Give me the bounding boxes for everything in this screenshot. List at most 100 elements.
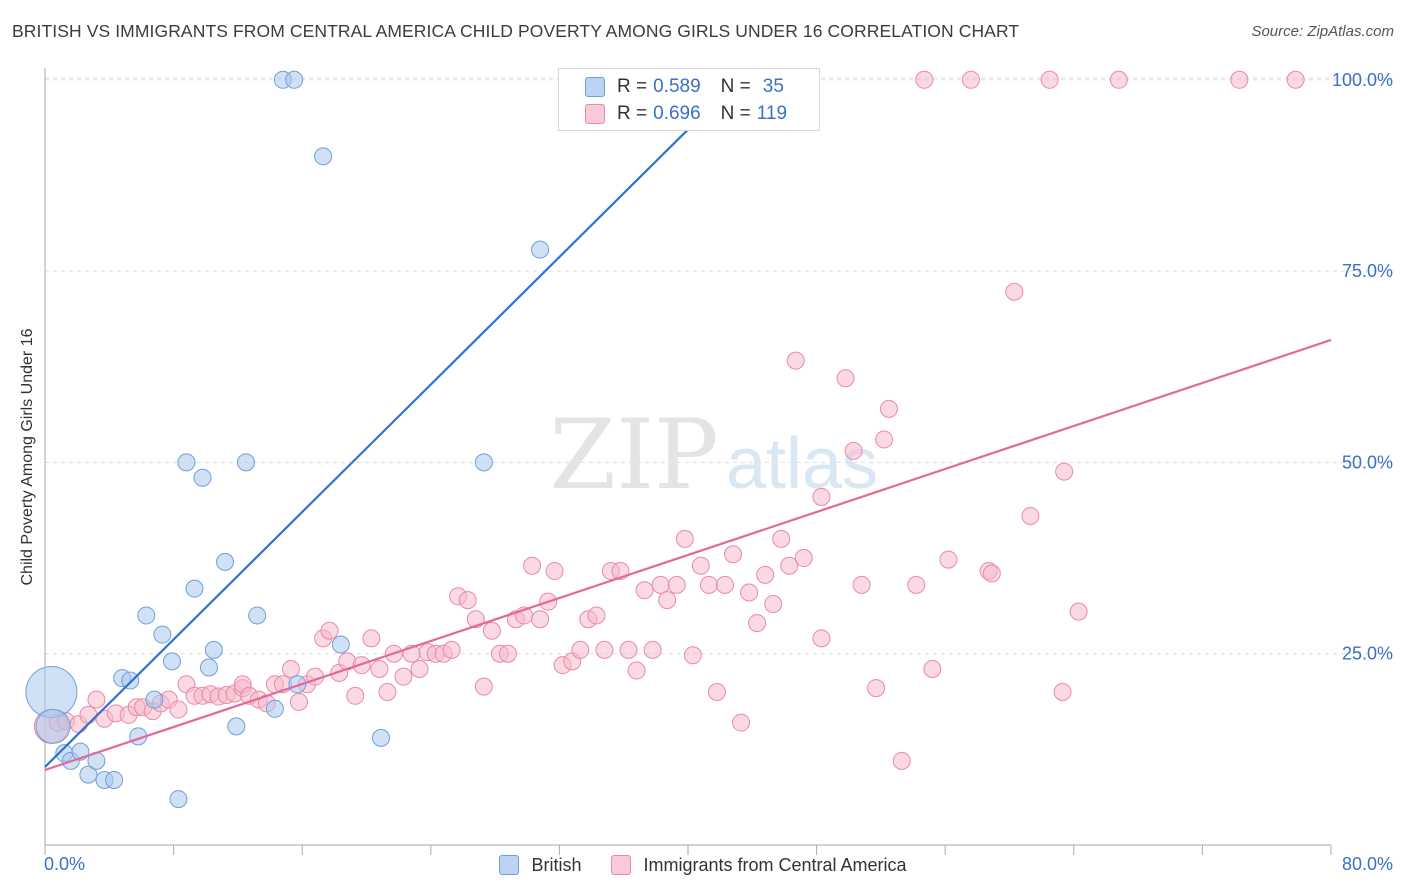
- british-point: [331, 635, 350, 654]
- legend-item-central-america[interactable]: Immigrants from Central America: [611, 854, 907, 876]
- n-label: N =: [720, 76, 751, 97]
- central-america-point: [748, 614, 767, 633]
- central-america-point: [1005, 282, 1024, 301]
- central-america-point: [635, 581, 654, 600]
- central-america-point: [907, 575, 926, 594]
- central-america-points: [33, 70, 1305, 770]
- central-america-point: [786, 351, 805, 370]
- central-america-point: [362, 629, 381, 648]
- british-point: [236, 453, 255, 472]
- central-swatch: [611, 855, 632, 875]
- central-swatch: [585, 104, 605, 124]
- central-america-point: [772, 529, 791, 548]
- british-point: [371, 728, 390, 747]
- central-america-point: [643, 640, 662, 659]
- central-america-point: [627, 661, 646, 680]
- central-america-point: [531, 610, 550, 629]
- central-america-point: [1040, 70, 1059, 89]
- central-america-point: [1055, 462, 1074, 481]
- legend-label-british: British: [531, 854, 582, 875]
- central-america-point: [867, 679, 886, 698]
- central-america-point: [1286, 70, 1305, 89]
- central-america-point: [923, 660, 942, 679]
- central-america-point: [812, 629, 831, 648]
- british-point: [193, 468, 212, 487]
- british-point: [185, 579, 204, 598]
- british-point: [35, 708, 71, 744]
- central-america-point: [87, 690, 106, 709]
- source-note: Source: ZipAtlas.com: [1251, 23, 1394, 40]
- correlation-legend: R = 0.589 N = 35 R = 0.696 N = 119: [558, 68, 820, 131]
- central-america-point: [780, 556, 799, 575]
- central-america-point: [675, 529, 694, 548]
- legend-row-british: R = 0.589 N = 35: [585, 75, 784, 99]
- central-america-point: [756, 565, 775, 584]
- trend-lines: [44, 128, 1332, 772]
- british-point: [288, 675, 307, 694]
- central-america-point: [651, 575, 670, 594]
- central-america-point: [764, 594, 783, 613]
- central-america-point: [320, 621, 339, 640]
- central-america-point: [619, 640, 638, 659]
- british-point: [216, 552, 235, 571]
- legend-item-british[interactable]: British: [499, 855, 581, 876]
- central-america-point: [442, 640, 461, 659]
- central-america-point: [683, 646, 702, 665]
- central-america-trend-line: [44, 338, 1332, 772]
- british-point: [145, 690, 164, 709]
- central-america-point: [169, 700, 188, 719]
- british-point: [265, 699, 284, 718]
- british-points: [25, 70, 550, 809]
- central-america-point: [595, 640, 614, 659]
- central-america-point: [939, 550, 958, 569]
- n-label: N =: [720, 103, 751, 124]
- watermark-zip: ZIP: [549, 399, 718, 511]
- british-point: [199, 658, 218, 677]
- central-america-point: [1230, 70, 1249, 89]
- central-america-point: [879, 399, 898, 418]
- british-swatch: [499, 855, 520, 875]
- central-america-point: [707, 682, 726, 701]
- legend-row-central: R = 0.696 N = 119: [585, 102, 787, 126]
- central-america-point: [699, 575, 718, 594]
- r-value: 0.589: [653, 76, 701, 97]
- watermark: ZIP atlas: [549, 399, 878, 511]
- legend-label-central-america: Immigrants from Central America: [643, 854, 907, 875]
- central-america-point: [836, 369, 855, 388]
- central-america-point: [458, 591, 477, 610]
- british-point: [474, 453, 493, 472]
- central-america-point: [1021, 506, 1040, 525]
- central-america-point: [545, 562, 564, 581]
- central-america-point: [378, 682, 397, 701]
- central-america-point: [281, 660, 300, 679]
- y-tick-label: 75.0%: [1342, 261, 1393, 281]
- british-point: [153, 625, 172, 644]
- central-america-point: [875, 430, 894, 449]
- y-tick-labels: 25.0% 50.0% 75.0% 100.0%: [1332, 70, 1393, 664]
- british-point: [105, 770, 124, 789]
- x-tick-labels: 0.0% 80.0%: [44, 854, 1393, 874]
- central-america-point: [1053, 682, 1072, 701]
- central-america-point: [523, 556, 542, 575]
- n-value: 35: [762, 76, 784, 97]
- central-america-point: [715, 575, 734, 594]
- central-america-point: [658, 591, 677, 610]
- central-america-point: [667, 575, 686, 594]
- central-america-point: [732, 713, 751, 732]
- central-america-point: [794, 549, 813, 568]
- british-point: [285, 70, 304, 89]
- r-label: R =: [617, 103, 648, 124]
- british-point: [248, 606, 267, 625]
- british-swatch: [585, 77, 605, 97]
- british-point: [162, 652, 181, 671]
- y-tick-label: 50.0%: [1342, 452, 1393, 472]
- central-america-point: [1069, 602, 1088, 621]
- central-america-point: [410, 660, 429, 679]
- central-america-point: [587, 606, 606, 625]
- central-america-point: [482, 621, 501, 640]
- central-america-point: [370, 660, 389, 679]
- central-america-point: [79, 705, 98, 724]
- x-tick-label: 80.0%: [1342, 854, 1393, 874]
- y-tick-label: 100.0%: [1332, 70, 1393, 90]
